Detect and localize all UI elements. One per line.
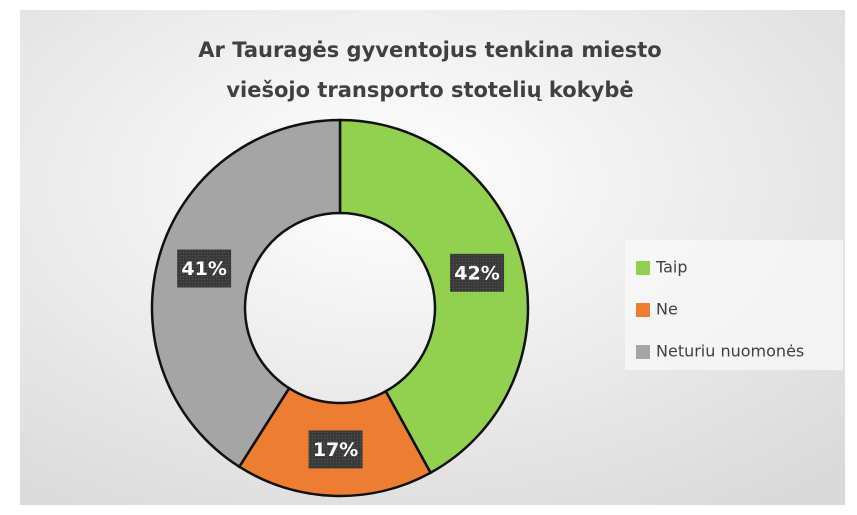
- legend-swatch: [636, 345, 650, 359]
- data-label-box: [308, 430, 363, 469]
- data-label-box: [177, 249, 232, 288]
- legend-label: Taip: [655, 258, 688, 277]
- chart-title: Ar Tauragės gyventojus tenkina miesto vi…: [198, 38, 662, 102]
- data-label: 17%: [313, 439, 358, 461]
- legend-label: Ne: [656, 300, 678, 319]
- slice: [338, 118, 530, 475]
- legend-swatch: [636, 303, 650, 317]
- legend-box: [625, 240, 843, 370]
- legend-label: Neturiu nuomonės: [656, 342, 804, 361]
- slice: [150, 118, 342, 469]
- data-label: 41%: [181, 258, 226, 280]
- legend-swatch: [636, 261, 650, 275]
- data-label: 42%: [454, 262, 499, 284]
- data-label-box: [450, 253, 505, 292]
